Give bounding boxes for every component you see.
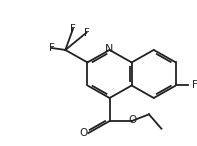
Text: O: O: [128, 115, 137, 125]
Text: F: F: [192, 80, 197, 91]
Text: N: N: [105, 44, 114, 54]
Text: F: F: [70, 24, 76, 34]
Text: F: F: [84, 28, 89, 38]
Text: O: O: [79, 128, 88, 138]
Text: F: F: [49, 43, 55, 53]
